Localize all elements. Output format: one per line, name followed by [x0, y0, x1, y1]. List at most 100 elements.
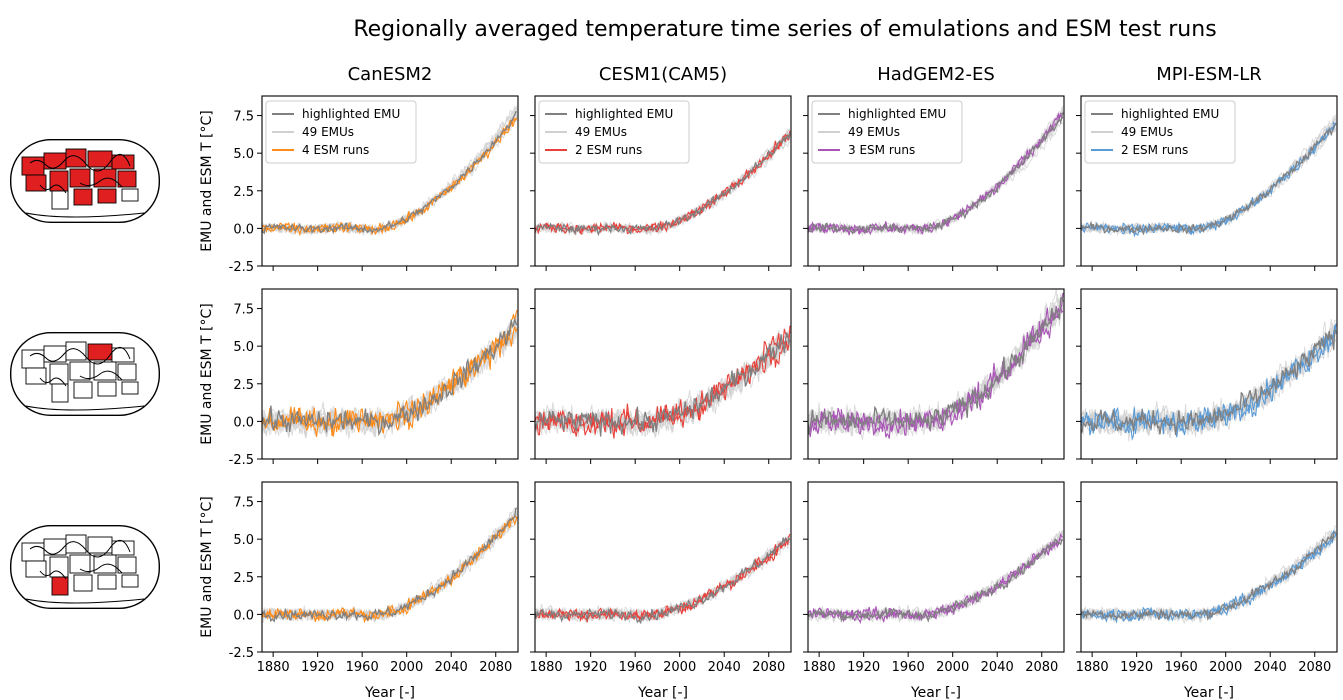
highlighted-emu-line: [535, 332, 791, 437]
esm-run-line: [808, 537, 1064, 624]
panel-r3-mpi-esm-lr: 1880 1920 1960 2000 2040 2080 Year [-]: [1076, 481, 1338, 700]
panel-frame: [534, 481, 792, 653]
map-region: [65, 148, 87, 168]
panel-r2-mpi-esm-lr: [1076, 288, 1338, 464]
y-tick-label: 7.5: [233, 303, 254, 318]
emu-line: [1081, 529, 1337, 622]
x-tick-label: 1920: [574, 660, 607, 675]
x-tick-label: 1880: [530, 660, 563, 675]
x-axis-label: Year [-]: [364, 685, 415, 700]
x-axis-label: Year [-]: [1183, 685, 1234, 700]
emu-line: [262, 509, 518, 622]
plot-area: [535, 533, 791, 625]
x-tick-label: 2080: [1025, 660, 1058, 675]
highlighted-emu-line: [535, 132, 791, 237]
esm-run-line: [262, 516, 518, 624]
emu-line: [262, 511, 518, 623]
esm-run-line: [535, 328, 791, 437]
x-tick-label: 1920: [1120, 660, 1153, 675]
map-region: [49, 170, 69, 192]
y-axis-label: EMU and ESM T [°C]: [199, 496, 215, 637]
emu-line: [262, 514, 518, 624]
map-region: [69, 361, 91, 381]
y-tick-label: 5.0: [233, 147, 254, 162]
model-title: HadGEM2-ES: [877, 64, 995, 85]
map-region: [49, 363, 69, 385]
y-tick-label: 2.5: [233, 185, 254, 200]
y-tick-label: 7.5: [233, 110, 254, 125]
panel-r2-cesm1-cam5-: [530, 288, 792, 464]
plot-area: [262, 105, 518, 237]
panel-frame: [807, 288, 1065, 460]
esm-run-line: [262, 515, 518, 623]
x-tick-label: 1880: [1076, 660, 1109, 675]
map-region: [97, 574, 117, 590]
highlighted-emu-line: [808, 538, 1063, 623]
legend-box: [811, 100, 963, 164]
emu-line: [808, 530, 1064, 622]
map-content: [10, 139, 160, 223]
x-tick-label: 2000: [936, 660, 969, 675]
x-tick-label: 2080: [479, 660, 512, 675]
highlighted-emu-line: [1081, 123, 1337, 236]
panel-r1-mpi-esm-lr: highlighted EMU 49 EMUs 2 ESM runs: [1076, 95, 1338, 271]
emu-line: [262, 514, 518, 621]
x-tick-label: 2040: [708, 660, 741, 675]
map-region: [25, 560, 47, 578]
emu-line: [535, 537, 791, 622]
map-content: [10, 332, 160, 416]
highlighted-emu-line: [262, 318, 518, 437]
y-tick-label: 0.0: [233, 608, 254, 623]
emu-line: [808, 532, 1064, 622]
panel-frame: [261, 288, 519, 460]
map-region: [73, 381, 93, 399]
map-region: [51, 190, 69, 210]
x-tick-label: 1880: [257, 660, 290, 675]
y-tick-label: -2.5: [229, 260, 254, 275]
x-tick-label: 1920: [847, 660, 880, 675]
legend-box: [538, 100, 690, 164]
emu-line: [262, 510, 518, 623]
map-region: [121, 381, 139, 395]
map-coastline: [25, 347, 145, 411]
x-tick-label: 2040: [1254, 660, 1287, 675]
map-region: [51, 383, 69, 403]
map-region: [49, 556, 69, 578]
plot-area: [535, 325, 791, 439]
y-tick-label: 2.5: [233, 378, 254, 393]
map-region: [65, 534, 87, 554]
map-region: [117, 556, 137, 574]
panel-frame: [1080, 288, 1338, 460]
model-title: CanESM2: [348, 64, 433, 85]
highlighted-emu-line: [535, 536, 791, 625]
highlighted-emu-line: [1081, 531, 1337, 622]
legend-label: highlighted EMU: [848, 107, 946, 121]
map-region: [21, 349, 45, 369]
legend: highlighted EMU 49 EMUs 3 ESM runs: [811, 100, 963, 164]
emu-line: [808, 533, 1064, 623]
legend-label: 49 EMUs: [575, 125, 627, 139]
plot-area: [808, 530, 1064, 624]
y-tick-label: 5.0: [233, 533, 254, 548]
legend-label: 49 EMUs: [302, 125, 354, 139]
panel-r3-canesm2: -2.5 0.0 2.5 5.0 7.5 1880 1920 1960 2000 2040 2080…: [229, 481, 519, 700]
y-axis-label: EMU and ESM T [°C]: [199, 110, 215, 251]
map-outline: [9, 331, 161, 416]
map-region: [111, 347, 135, 363]
x-tick-label: 2000: [1209, 660, 1242, 675]
panel-r3-cesm1-cam5-: 1880 1920 1960 2000 2040 2080 Year [-]: [530, 481, 792, 700]
map-coastline: [25, 540, 145, 604]
map-region: [111, 154, 135, 170]
x-axis-label: Year [-]: [637, 685, 688, 700]
plot-area: [808, 289, 1064, 440]
x-tick-label: 2080: [752, 660, 785, 675]
y-tick-label: 2.5: [233, 571, 254, 586]
map-region: [111, 540, 135, 556]
plot-area: [1081, 318, 1337, 442]
x-axis-label: Year [-]: [910, 685, 961, 700]
highlighted-emu-line: [262, 507, 518, 623]
map-outline: [9, 138, 161, 223]
esm-run-line: [1081, 529, 1337, 624]
region-map-2: [9, 331, 161, 416]
plot-area: [1081, 525, 1337, 625]
